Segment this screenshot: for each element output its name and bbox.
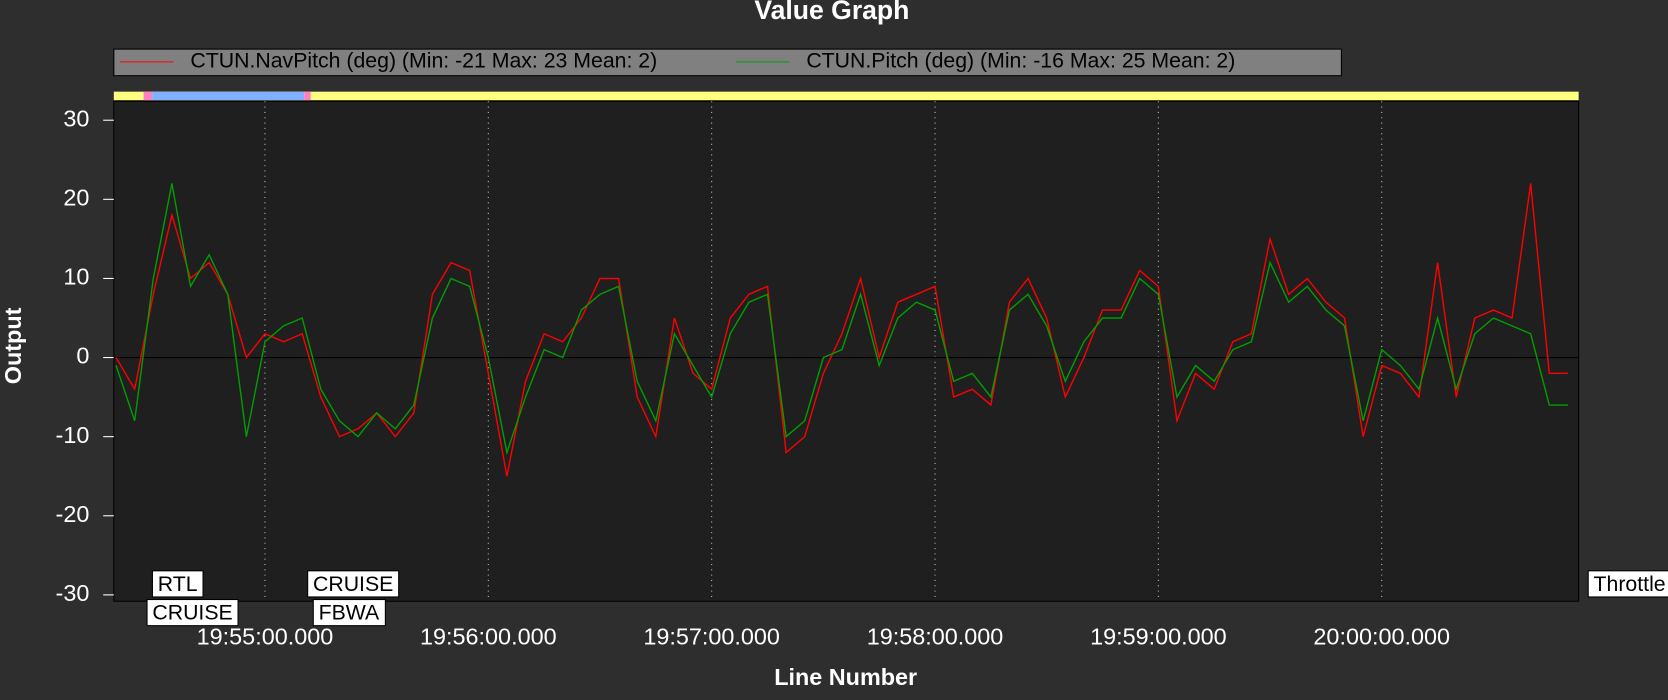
mode-label-text: CRUISE — [313, 572, 393, 596]
plot-area — [113, 100, 1580, 602]
mode-label: CRUISE — [146, 599, 239, 627]
chart-title: Value Graph — [754, 0, 909, 25]
legend — [113, 48, 1342, 77]
x-tick-label: 20:00:00.000 — [1313, 624, 1450, 650]
x-tick-label: 19:59:00.000 — [1090, 624, 1227, 650]
mode-label-text: CRUISE — [152, 601, 232, 625]
mode-label-text: Throttle — [1594, 572, 1666, 596]
mode-label: Throttle — [1587, 570, 1668, 598]
legend-label: CTUN.NavPitch (deg) (Min: -21 Max: 23 Me… — [190, 49, 657, 73]
data-line — [115, 183, 1568, 456]
mode-label: RTL — [151, 570, 204, 598]
y-tick-label: -10 — [56, 422, 90, 448]
mode-label: CRUISE — [307, 570, 400, 598]
mode-label: FBWA — [312, 599, 386, 627]
y-tick-label: 0 — [76, 343, 89, 369]
mode-label-box — [312, 599, 386, 627]
data-line — [115, 183, 1568, 477]
mode-label-box — [146, 599, 239, 627]
x-tick-label: 19:56:00.000 — [420, 624, 557, 650]
y-tick-label: 20 — [63, 185, 89, 211]
mode-label-box — [151, 570, 204, 598]
x-axis-label: Line Number — [774, 664, 917, 690]
y-tick-label: -30 — [56, 580, 90, 606]
mode-label-box — [307, 570, 400, 598]
y-tick-label: -20 — [56, 501, 90, 527]
mode-label-text: RTL — [158, 572, 198, 596]
mode-bar — [113, 91, 1579, 101]
x-tick-label: 19:55:00.000 — [197, 624, 334, 650]
mode-bar-segment — [152, 91, 305, 101]
mode-label-box — [1587, 570, 1668, 598]
y-axis-label: Output — [0, 307, 26, 384]
x-tick-label: 19:58:00.000 — [867, 624, 1004, 650]
mode-label-text: FBWA — [319, 601, 380, 625]
y-tick-label: 30 — [63, 105, 89, 131]
mode-bar-segment — [304, 91, 311, 101]
y-tick-label: 10 — [63, 264, 89, 290]
legend-label: CTUN.Pitch (deg) (Min: -16 Max: 25 Mean:… — [806, 49, 1235, 73]
mode-bar-segment — [143, 91, 153, 101]
x-tick-label: 19:57:00.000 — [643, 624, 780, 650]
